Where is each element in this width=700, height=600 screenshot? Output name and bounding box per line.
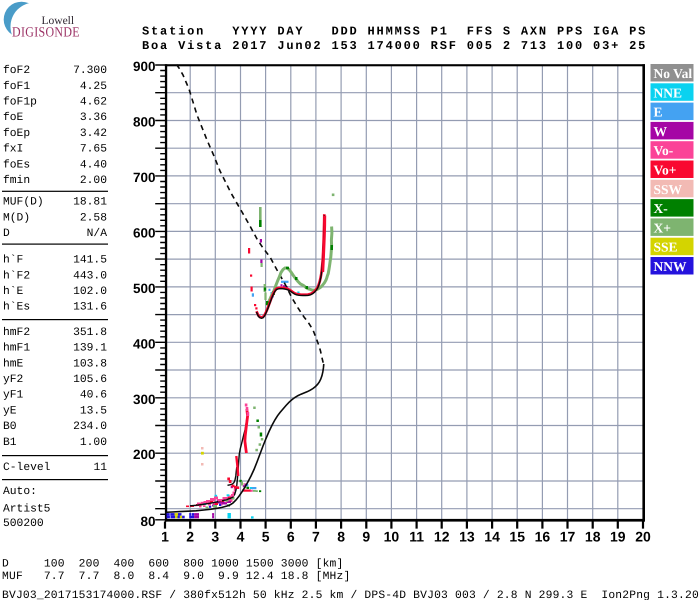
- svg-text:3.36: 3.36: [80, 112, 107, 124]
- svg-text:139.1: 139.1: [73, 343, 107, 355]
- svg-text:105.6: 105.6: [73, 374, 107, 386]
- svg-text:20: 20: [635, 528, 651, 544]
- svg-text:Artist5: Artist5: [3, 502, 51, 515]
- svg-text:4: 4: [237, 528, 245, 544]
- svg-text:MUF 7.7 7.7 8.0 8.4 9.0: MUF 7.7 7.7 8.0 8.4 9.0 9.9 12.4 18.8 [M…: [2, 570, 350, 583]
- svg-text:foF2: foF2: [3, 64, 30, 77]
- svg-text:500200: 500200: [3, 518, 44, 530]
- svg-text:4.62: 4.62: [80, 97, 107, 109]
- svg-text:h`E: h`E: [3, 285, 24, 298]
- svg-text:SSE: SSE: [654, 240, 678, 255]
- svg-text:131.6: 131.6: [73, 302, 107, 314]
- svg-text:102.0: 102.0: [73, 286, 107, 298]
- svg-text:5: 5: [262, 528, 270, 544]
- svg-text:hmF1: hmF1: [3, 342, 30, 355]
- svg-text:443.0: 443.0: [73, 270, 107, 282]
- svg-text:fmin: fmin: [3, 174, 30, 187]
- svg-text:3.42: 3.42: [80, 128, 107, 140]
- svg-text:B1: B1: [3, 437, 17, 449]
- svg-text:2.00: 2.00: [80, 175, 107, 187]
- svg-text:h`F: h`F: [3, 254, 23, 267]
- svg-text:1: 1: [161, 528, 169, 544]
- svg-text:M(D): M(D): [3, 211, 30, 224]
- svg-text:11: 11: [93, 462, 107, 474]
- svg-text:D: D: [3, 228, 10, 240]
- svg-text:DIGISONDE: DIGISONDE: [12, 25, 80, 41]
- svg-text:351.8: 351.8: [73, 327, 107, 339]
- svg-text:6: 6: [287, 528, 295, 544]
- svg-text:Vo+: Vo+: [654, 163, 677, 178]
- svg-text:14: 14: [484, 528, 500, 544]
- svg-text:D 100 200 400 600 800: D 100 200 400 600 800 1000 1500 3000 [km…: [2, 558, 344, 571]
- svg-text:C-level: C-level: [3, 461, 51, 474]
- svg-text:E: E: [654, 105, 663, 120]
- svg-text:3: 3: [211, 528, 219, 544]
- svg-text:X-: X-: [654, 201, 668, 216]
- svg-text:500: 500: [133, 281, 156, 296]
- svg-text:8: 8: [337, 528, 345, 544]
- svg-text:2.58: 2.58: [80, 212, 107, 224]
- svg-text:yF2: yF2: [3, 374, 23, 386]
- svg-text:15: 15: [509, 528, 525, 544]
- svg-text:B0: B0: [3, 421, 17, 433]
- svg-text:yE: yE: [3, 405, 17, 417]
- svg-text:BVJ03_2017153174000.RSF / 380f: BVJ03_2017153174000.RSF / 380fx512h 50 k…: [2, 589, 699, 600]
- svg-text:Station YYYY DAY DDD HHMMS: Station YYYY DAY DDD HHMMSS P1 FFS S AXN…: [142, 25, 647, 39]
- svg-text:1.00: 1.00: [80, 437, 107, 449]
- svg-text:17: 17: [560, 528, 576, 544]
- svg-text:40.6: 40.6: [80, 390, 107, 402]
- svg-text:hmF2: hmF2: [3, 326, 30, 339]
- svg-text:19: 19: [610, 528, 626, 544]
- svg-text:7.65: 7.65: [80, 144, 107, 156]
- svg-text:16: 16: [535, 528, 551, 544]
- svg-text:80: 80: [140, 514, 155, 529]
- svg-text:18: 18: [585, 528, 601, 544]
- svg-text:4.40: 4.40: [80, 159, 107, 171]
- svg-text:13: 13: [459, 528, 475, 544]
- svg-text:fxI: fxI: [3, 143, 23, 156]
- svg-text:SSW: SSW: [654, 182, 683, 197]
- svg-text:13.5: 13.5: [80, 405, 107, 417]
- svg-text:Boa Vista 2017 Jun02 153 17400: Boa Vista 2017 Jun02 153 174000 RSF 005 …: [142, 39, 647, 53]
- svg-text:10: 10: [384, 528, 400, 544]
- svg-text:hmE: hmE: [3, 357, 24, 370]
- svg-text:700: 700: [133, 170, 156, 185]
- svg-text:9: 9: [362, 528, 370, 544]
- svg-text:2: 2: [186, 528, 194, 544]
- svg-text:234.0: 234.0: [73, 421, 107, 433]
- svg-text:Auto:: Auto:: [3, 486, 37, 498]
- svg-text:200: 200: [133, 447, 156, 462]
- svg-text:4.25: 4.25: [80, 81, 107, 93]
- svg-text:NNW: NNW: [654, 259, 687, 274]
- svg-text:Lowell: Lowell: [42, 15, 75, 27]
- svg-text:7: 7: [312, 528, 320, 544]
- svg-text:800: 800: [133, 115, 156, 130]
- svg-text:MUF(D): MUF(D): [3, 196, 44, 209]
- svg-text:141.5: 141.5: [73, 255, 107, 267]
- svg-text:W: W: [654, 124, 668, 139]
- svg-text:h`F2: h`F2: [3, 269, 30, 282]
- svg-text:300: 300: [133, 392, 156, 407]
- svg-text:foEs: foEs: [3, 158, 30, 171]
- svg-text:12: 12: [434, 528, 450, 544]
- svg-text:X+: X+: [654, 220, 671, 235]
- svg-text:103.8: 103.8: [73, 358, 107, 370]
- svg-text:NNE: NNE: [654, 85, 683, 100]
- svg-text:18.81: 18.81: [73, 197, 107, 209]
- svg-text:900: 900: [133, 59, 156, 74]
- svg-text:600: 600: [133, 225, 156, 240]
- svg-text:11: 11: [409, 528, 424, 544]
- svg-text:No Val: No Val: [654, 66, 693, 81]
- svg-text:foF1p: foF1p: [3, 96, 37, 109]
- svg-text:Vo-: Vo-: [654, 143, 674, 158]
- svg-text:yF1: yF1: [3, 390, 24, 402]
- svg-text:h`Es: h`Es: [3, 301, 30, 314]
- svg-text:foEp: foEp: [3, 127, 30, 140]
- svg-text:N/A: N/A: [87, 227, 108, 240]
- svg-text:400: 400: [133, 336, 156, 351]
- svg-text:foF1: foF1: [3, 80, 30, 93]
- svg-text:foE: foE: [3, 111, 24, 124]
- svg-text:7.300: 7.300: [73, 65, 107, 77]
